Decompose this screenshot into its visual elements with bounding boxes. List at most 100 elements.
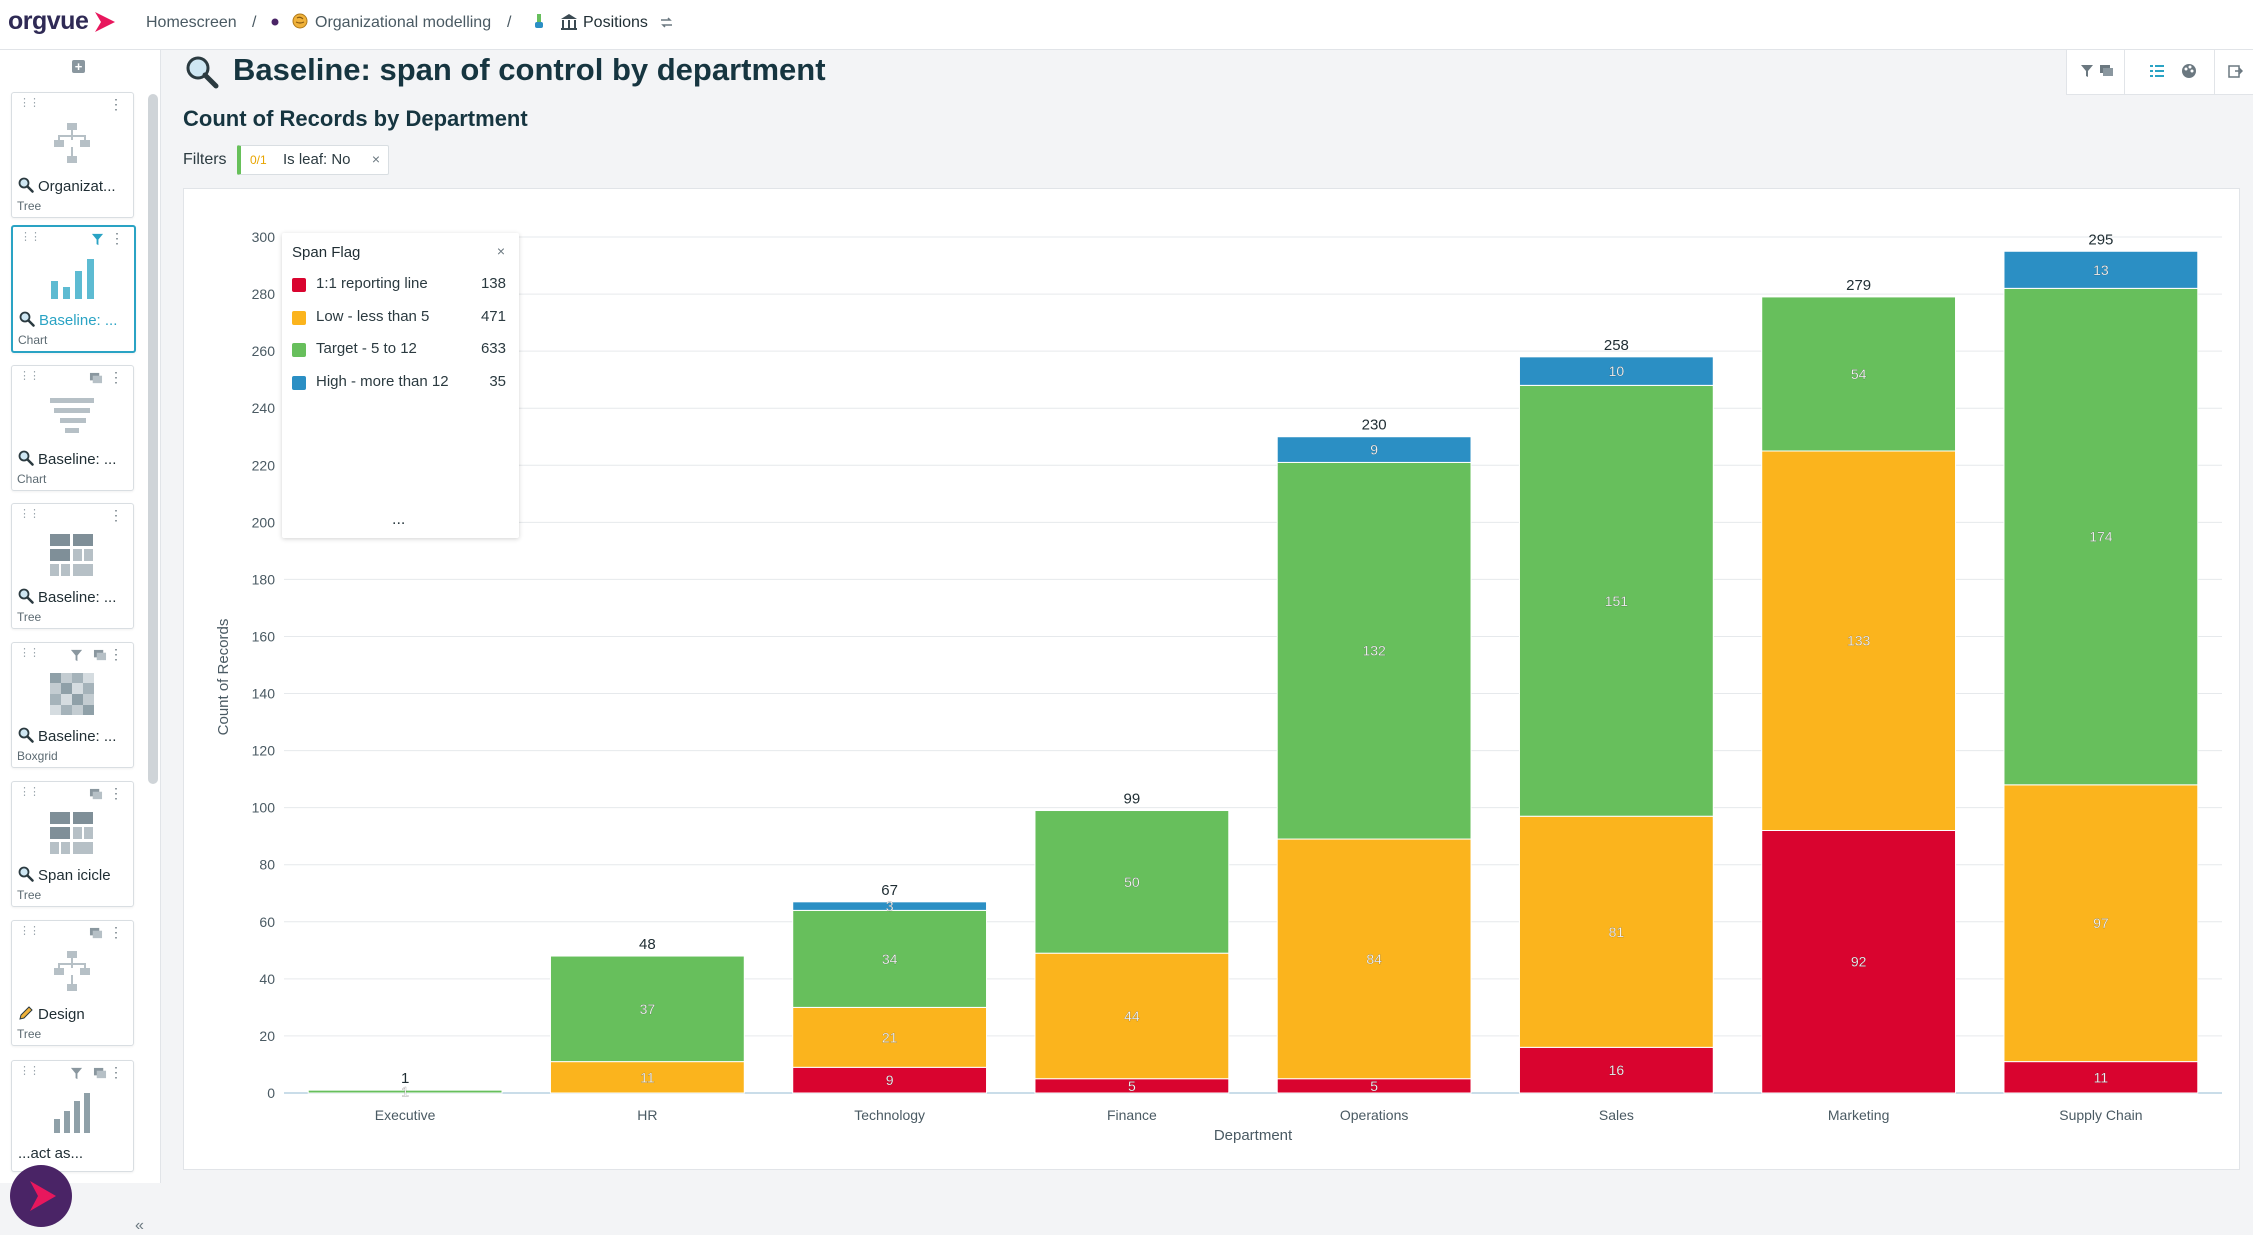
filter-icon[interactable] <box>2080 64 2094 78</box>
drag-handle-icon[interactable]: ⋮⋮ <box>19 370 40 382</box>
sidebar-view-card[interactable]: ⋮⋮ ⋮ Baseline: ... Chart <box>11 365 134 491</box>
data-label: 21 <box>882 1029 898 1045</box>
sidebar-view-card[interactable]: ⋮⋮ ⋮ Baseline: ... Chart <box>11 225 136 353</box>
card-menu-icon[interactable]: ⋮ <box>109 1064 123 1080</box>
legend-item-count: 138 <box>480 275 506 292</box>
legend-item-count: 633 <box>480 340 506 357</box>
bar-segment[interactable] <box>1761 450 1957 831</box>
view-name: Baseline: ... <box>38 728 117 745</box>
view-thumbnail-icon <box>50 1091 94 1133</box>
bar-segment[interactable] <box>1518 815 1714 1048</box>
legend-item[interactable]: Target - 5 to 12 633 <box>292 338 506 362</box>
card-menu-icon[interactable]: ⋮ <box>110 230 124 246</box>
total-label: 258 <box>1604 337 1629 354</box>
sidebar-view-card[interactable]: ⋮⋮ ⋮ Baseline: ... Boxgrid <box>11 642 134 768</box>
collapse-sidebar-button[interactable]: « <box>135 1217 144 1234</box>
bar-segment[interactable] <box>1518 384 1714 817</box>
bar-segment[interactable] <box>549 1061 745 1094</box>
list-icon[interactable] <box>2150 64 2164 78</box>
sync-icon[interactable] <box>659 15 674 30</box>
bar-segment[interactable] <box>2003 784 2199 1063</box>
bar-segment[interactable] <box>549 955 745 1063</box>
drag-handle-icon[interactable]: ⋮⋮ <box>19 647 40 659</box>
drag-handle-icon[interactable]: ⋮⋮ <box>20 231 41 243</box>
total-label: 48 <box>639 936 656 953</box>
bar-segment[interactable] <box>2003 287 2199 786</box>
card-menu-icon[interactable]: ⋮ <box>109 369 123 385</box>
palette-icon[interactable] <box>2181 63 2197 79</box>
sidebar-view-card[interactable]: ⋮⋮ ⋮ Organizat... Tree <box>11 92 134 218</box>
breadcrumb-model[interactable]: Organizational modelling <box>315 14 492 31</box>
filters-label: Filters <box>183 151 227 168</box>
sidebar-view-card[interactable]: ⋮⋮ ⋮ Baseline: ... Tree <box>11 503 134 629</box>
legend-swatch <box>292 343 306 357</box>
filter-chip[interactable]: 0/1 Is leaf: No × <box>237 145 389 175</box>
building-icon <box>561 14 577 30</box>
bar-segment[interactable] <box>2003 250 2199 289</box>
legend-item-label: High - more than 12 <box>316 372 449 390</box>
pencil-icon <box>19 1006 33 1020</box>
bar-segment[interactable] <box>1276 436 1472 463</box>
card-menu-icon[interactable]: ⋮ <box>109 646 123 662</box>
bar-segment[interactable] <box>792 909 988 1008</box>
comment-icon[interactable] <box>2099 64 2114 78</box>
total-label: 279 <box>1846 277 1871 294</box>
legend-close-button[interactable]: × <box>496 243 505 259</box>
drag-handle-icon[interactable]: ⋮⋮ <box>19 97 40 109</box>
legend-swatch <box>292 375 306 390</box>
breadcrumb-home[interactable]: Homescreen <box>146 14 237 31</box>
app-logo[interactable]: orgvue <box>8 7 89 35</box>
search-icon <box>18 588 34 604</box>
bar-segment[interactable] <box>1518 1046 1714 1094</box>
logo-mark-icon <box>95 12 115 32</box>
legend-item[interactable]: 1:1 reporting line 138 <box>292 273 506 297</box>
y-tick-label: 260 <box>252 343 276 359</box>
view-name: Organizat... <box>38 178 116 195</box>
drag-handle-icon[interactable]: ⋮⋮ <box>19 925 40 937</box>
sidebar-scrollbar[interactable] <box>148 94 158 784</box>
y-tick-label: 0 <box>267 1085 275 1101</box>
data-label: 1 <box>401 1084 409 1100</box>
bar-segment[interactable] <box>1276 838 1472 1080</box>
data-label: 151 <box>1605 593 1629 609</box>
bar-segment[interactable] <box>307 1089 503 1094</box>
add-view-button[interactable]: + <box>72 60 85 73</box>
drag-handle-icon[interactable]: ⋮⋮ <box>19 508 40 520</box>
sidebar-view-card[interactable]: ⋮⋮ ⋮ ...act as... <box>11 1060 134 1172</box>
remove-filter-button[interactable]: × <box>371 151 380 167</box>
bar-segment[interactable] <box>2003 1061 2199 1094</box>
bar-segment[interactable] <box>792 1006 988 1068</box>
bar-segment[interactable] <box>1761 829 1957 1094</box>
filter-chip-label: Is leaf: No <box>283 151 351 168</box>
legend-item[interactable]: Low - less than 5 471 <box>292 306 506 330</box>
legend-item[interactable]: High - more than 12 35 <box>292 371 506 395</box>
data-label: 174 <box>2089 529 2113 545</box>
data-label: 11 <box>2094 1069 2109 1085</box>
bar-segment[interactable] <box>1034 952 1230 1080</box>
card-menu-icon[interactable]: ⋮ <box>109 785 123 801</box>
drag-handle-icon[interactable]: ⋮⋮ <box>19 1065 40 1077</box>
legend-item-count: 35 <box>489 372 506 390</box>
x-tick-label: Sales <box>1599 1107 1634 1123</box>
search-icon <box>18 866 34 882</box>
card-menu-icon[interactable]: ⋮ <box>109 507 123 523</box>
legend-more-button[interactable]: ... <box>392 511 406 528</box>
dot-icon <box>271 18 279 26</box>
top-bar: orgvue Homescreen / Organizational model… <box>0 0 2253 50</box>
card-menu-icon[interactable]: ⋮ <box>109 96 123 112</box>
bar-segment[interactable] <box>1518 356 1714 386</box>
breadcrumb-dataset[interactable]: Positions <box>583 14 648 31</box>
bar-segment[interactable] <box>1034 810 1230 954</box>
export-icon[interactable] <box>2228 64 2243 79</box>
drag-handle-icon[interactable]: ⋮⋮ <box>19 786 40 798</box>
card-menu-icon[interactable]: ⋮ <box>109 924 123 940</box>
assistant-avatar[interactable] <box>10 1165 72 1227</box>
sidebar-view-card[interactable]: ⋮⋮ ⋮ Design Tree <box>11 920 134 1046</box>
bar-segment[interactable] <box>792 901 988 911</box>
bar-segment[interactable] <box>1761 296 1957 452</box>
y-axis-title: Count of Records <box>215 619 232 736</box>
sidebar-view-card[interactable]: ⋮⋮ ⋮ Span icicle Tree <box>11 781 134 907</box>
bar-segment[interactable] <box>1276 461 1472 840</box>
y-tick-label: 300 <box>252 229 276 245</box>
bar-segment[interactable] <box>792 1066 988 1094</box>
